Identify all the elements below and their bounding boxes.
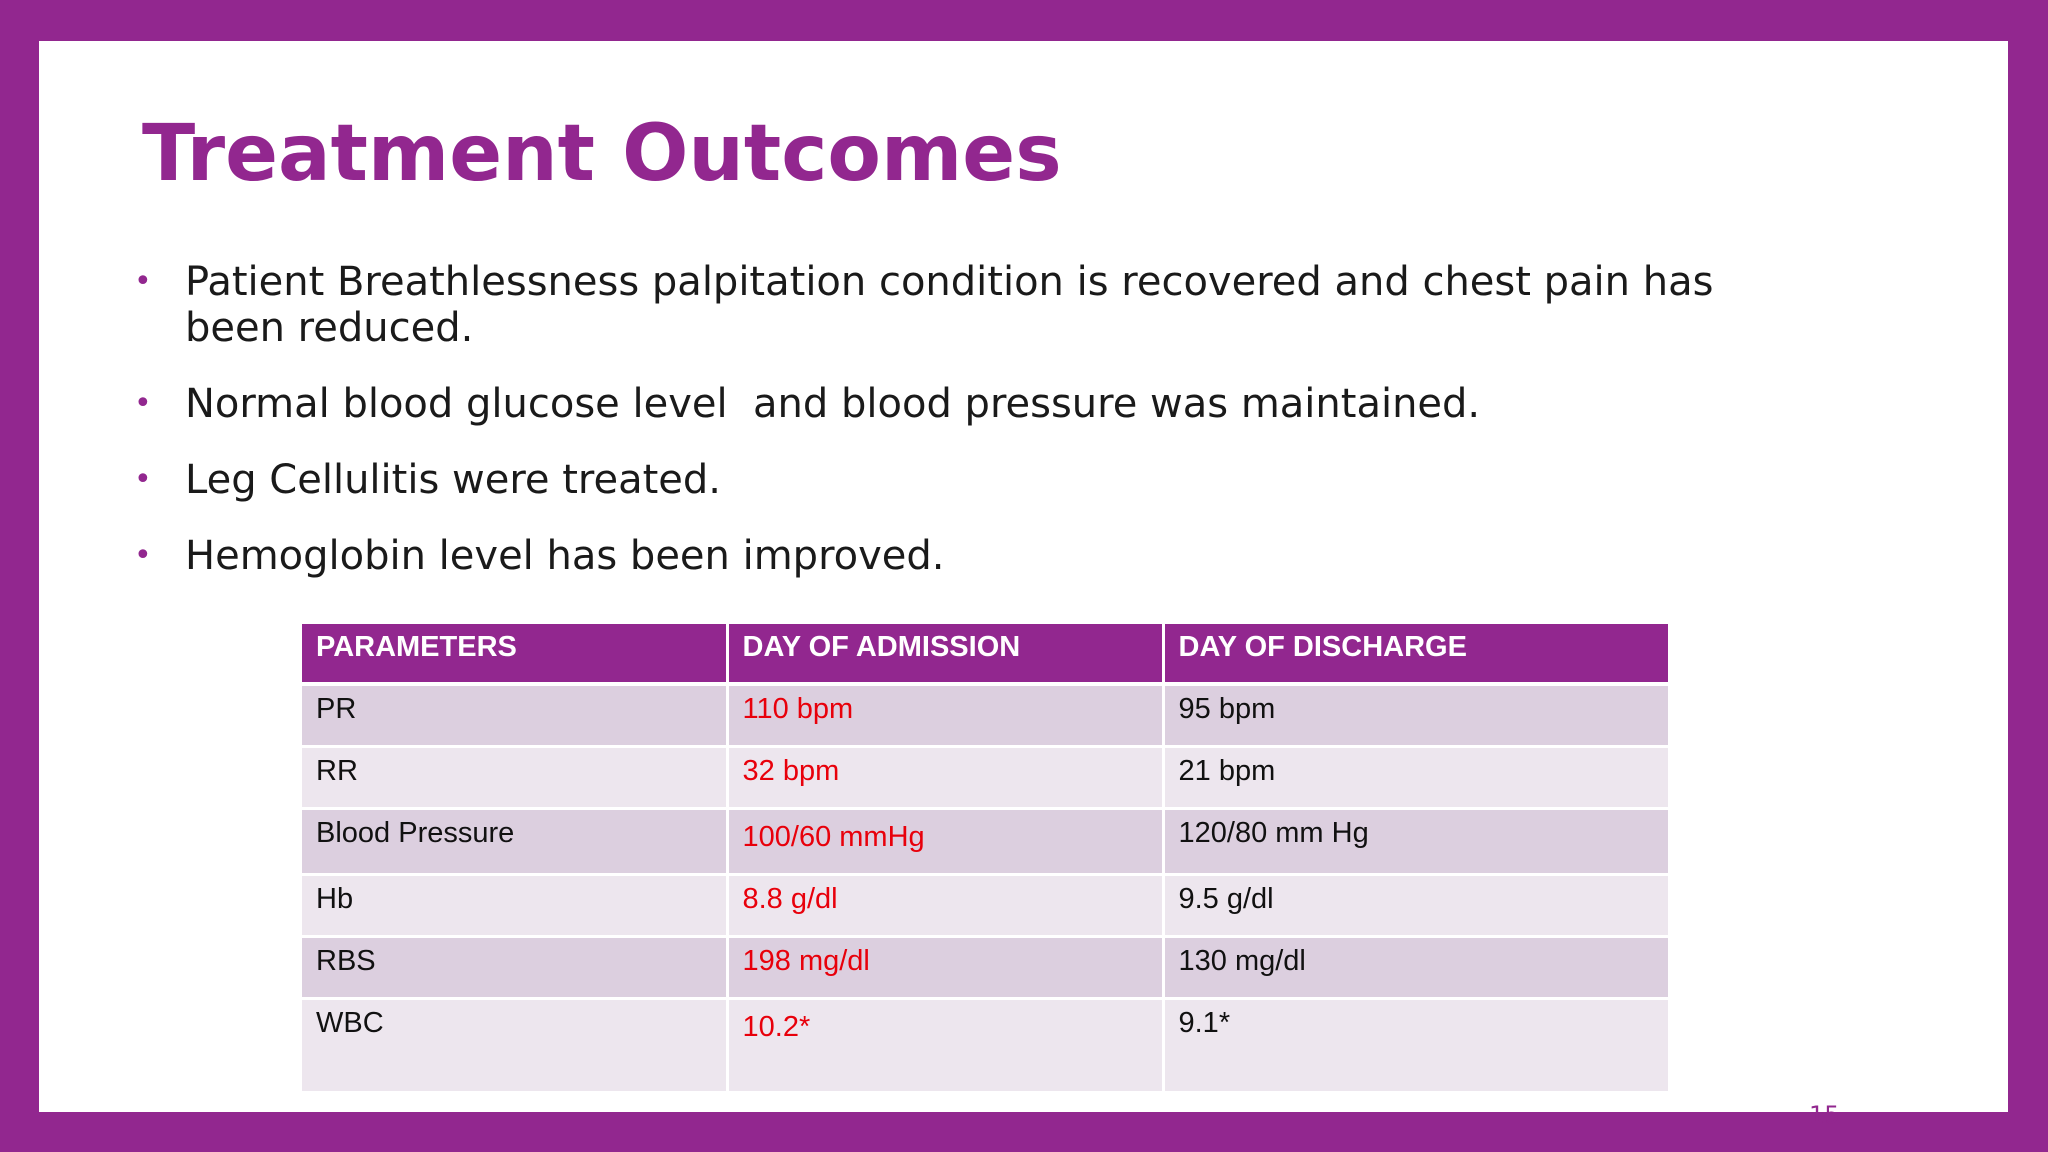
- table-header-row: PARAMETERS DAY OF ADMISSION DAY OF DISCH…: [302, 624, 1668, 686]
- bullet-text: Leg Cellulitis were treated.: [185, 457, 721, 503]
- parameter-cell: RBS: [302, 936, 729, 1000]
- parameters-table: PARAMETERS DAY OF ADMISSION DAY OF DISCH…: [302, 624, 1668, 1094]
- table-row: WBC 10.2* 9.1*: [302, 998, 1668, 1094]
- table-row: RBS 198 mg/dl 130 mg/dl: [302, 936, 1668, 1000]
- bullet-marker: •: [134, 462, 152, 497]
- admission-cell: 32 bpm: [727, 746, 1165, 810]
- header-parameters: PARAMETERS: [302, 624, 729, 686]
- parameter-cell: WBC: [302, 998, 729, 1094]
- bullet-item: • Hemoglobin level has been improved.: [134, 533, 1794, 579]
- admission-cell: 198 mg/dl: [727, 936, 1165, 1000]
- table-row: Hb 8.8 g/dl 9.5 g/dl: [302, 874, 1668, 938]
- bullet-item: • Leg Cellulitis were treated.: [134, 457, 1794, 503]
- admission-cell: 10.2*: [727, 998, 1165, 1094]
- header-day-of-admission: DAY OF ADMISSION: [727, 624, 1165, 686]
- bullet-text: Hemoglobin level has been improved.: [185, 533, 945, 579]
- page-number: 15: [1809, 1101, 1840, 1129]
- bullet-marker: •: [134, 264, 152, 299]
- parameter-cell: PR: [302, 684, 729, 748]
- admission-cell: 100/60 mmHg: [727, 808, 1165, 876]
- parameter-cell: RR: [302, 746, 729, 810]
- bullet-list: • Patient Breathlessness palpitation con…: [134, 259, 1794, 609]
- discharge-cell: 120/80 mm Hg: [1163, 808, 1668, 876]
- table-row: Blood Pressure 100/60 mmHg 120/80 mm Hg: [302, 808, 1668, 876]
- bullet-marker: •: [134, 538, 152, 573]
- parameter-cell: Hb: [302, 874, 729, 938]
- bullet-marker: •: [134, 386, 152, 421]
- table-row: PR 110 bpm 95 bpm: [302, 684, 1668, 748]
- slide-title: Treatment Outcomes: [142, 109, 1062, 199]
- discharge-cell: 95 bpm: [1163, 684, 1668, 748]
- bullet-text: Normal blood glucose level and blood pre…: [185, 381, 1481, 427]
- bullet-item: • Patient Breathlessness palpitation con…: [134, 259, 1794, 351]
- bullet-text: Patient Breathlessness palpitation condi…: [185, 259, 1714, 351]
- discharge-cell: 9.5 g/dl: [1163, 874, 1668, 938]
- admission-cell: 110 bpm: [727, 684, 1165, 748]
- parameter-cell: Blood Pressure: [302, 808, 729, 876]
- admission-cell: 8.8 g/dl: [727, 874, 1165, 938]
- discharge-cell: 9.1*: [1163, 998, 1668, 1094]
- discharge-cell: 21 bpm: [1163, 746, 1668, 810]
- discharge-cell: 130 mg/dl: [1163, 936, 1668, 1000]
- table-row: RR 32 bpm 21 bpm: [302, 746, 1668, 810]
- bullet-item: • Normal blood glucose level and blood p…: [134, 381, 1794, 427]
- header-day-of-discharge: DAY OF DISCHARGE: [1163, 624, 1668, 686]
